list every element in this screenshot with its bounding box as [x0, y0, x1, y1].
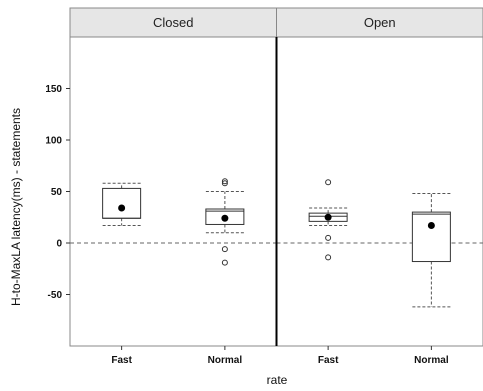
x-axis-title: rate [267, 373, 288, 387]
panel-1 [276, 36, 483, 347]
panel-frame [69, 36, 277, 347]
x-axis: Fast Normal Fast Normal [111, 346, 449, 366]
outlier-point [221, 246, 228, 253]
mean-point [221, 214, 229, 222]
y-axis: -50 0 50 100 150 [45, 84, 70, 301]
panel-title: Closed [153, 15, 193, 30]
y-axis-title: H-to-MaxLA latency(ms) - statements [9, 108, 23, 306]
y-tick-label: 50 [51, 187, 63, 198]
panel-0 [69, 36, 277, 347]
x-tick-label: Fast [111, 355, 132, 366]
panel-strip-1 [276, 7, 483, 38]
outlier-point [325, 234, 332, 241]
outlier-point [325, 179, 332, 186]
panel-strips: Closed Open [69, 7, 483, 38]
y-tick-label: 150 [45, 84, 62, 95]
outlier-point [325, 254, 332, 261]
box [411, 211, 451, 263]
y-tick-label: 100 [45, 136, 62, 147]
box [102, 187, 142, 219]
mean-point [324, 213, 332, 221]
x-tick-label: Fast [318, 355, 339, 366]
y-tick-label: -50 [48, 290, 63, 301]
panels [69, 36, 483, 347]
x-tick-label: Normal [208, 355, 243, 366]
outlier-point [221, 178, 228, 185]
y-tick-label: 0 [56, 239, 62, 250]
mean-point [118, 204, 126, 212]
mean-point [427, 221, 435, 229]
x-tick-label: Normal [414, 355, 449, 366]
panel-frame [276, 36, 483, 347]
outlier-point [221, 180, 228, 187]
panel-title: Open [364, 15, 396, 30]
outlier-point [221, 259, 228, 266]
panel-strip-0 [69, 7, 277, 38]
